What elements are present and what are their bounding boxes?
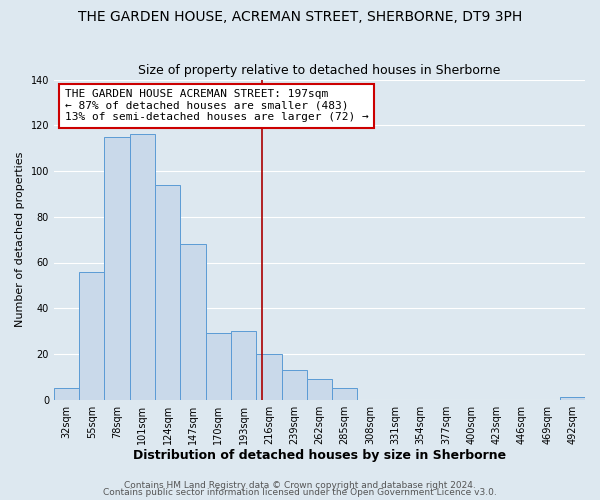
- Bar: [181, 244, 206, 400]
- Bar: [155, 184, 181, 400]
- Bar: [281, 370, 307, 400]
- Text: THE GARDEN HOUSE, ACREMAN STREET, SHERBORNE, DT9 3PH: THE GARDEN HOUSE, ACREMAN STREET, SHERBO…: [78, 10, 522, 24]
- Bar: [560, 398, 585, 400]
- Bar: [104, 136, 130, 400]
- Title: Size of property relative to detached houses in Sherborne: Size of property relative to detached ho…: [138, 64, 500, 77]
- Bar: [307, 379, 332, 400]
- Bar: [79, 272, 104, 400]
- Bar: [256, 354, 281, 400]
- Bar: [332, 388, 358, 400]
- Bar: [130, 134, 155, 400]
- Bar: [231, 331, 256, 400]
- Text: Contains HM Land Registry data © Crown copyright and database right 2024.: Contains HM Land Registry data © Crown c…: [124, 480, 476, 490]
- Bar: [206, 334, 231, 400]
- Text: Contains public sector information licensed under the Open Government Licence v3: Contains public sector information licen…: [103, 488, 497, 497]
- Y-axis label: Number of detached properties: Number of detached properties: [15, 152, 25, 328]
- Bar: [54, 388, 79, 400]
- Text: THE GARDEN HOUSE ACREMAN STREET: 197sqm
← 87% of detached houses are smaller (48: THE GARDEN HOUSE ACREMAN STREET: 197sqm …: [65, 89, 368, 122]
- X-axis label: Distribution of detached houses by size in Sherborne: Distribution of detached houses by size …: [133, 450, 506, 462]
